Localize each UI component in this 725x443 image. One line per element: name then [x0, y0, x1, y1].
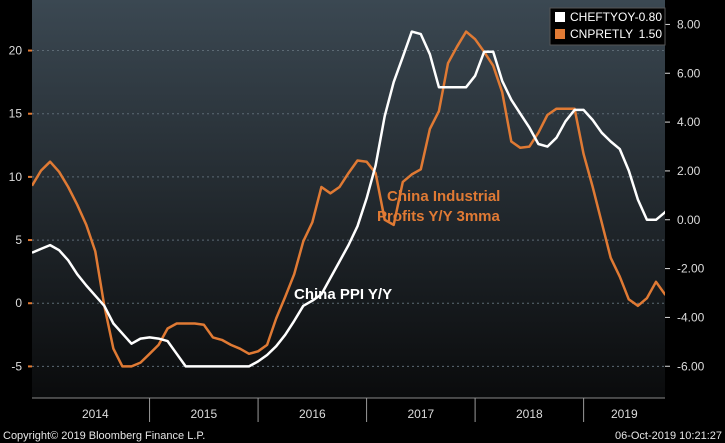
- right-tick-label: 4.00: [677, 115, 701, 129]
- left-tick-label: 15: [9, 107, 23, 121]
- left-tick-label: 5: [15, 233, 22, 247]
- left-axis-ticks: -5 0 5 10 15 20: [9, 44, 32, 373]
- right-tick-label: -2.00: [677, 262, 705, 276]
- x-year-label: 2015: [190, 407, 217, 421]
- x-year-label: 2019: [611, 407, 638, 421]
- grid: [32, 50, 665, 367]
- annotation-industrial-profits-line1: China Industrial: [387, 188, 500, 205]
- right-tick-label: 6.00: [677, 66, 701, 80]
- right-tick-label: -6.00: [677, 359, 705, 373]
- legend: CHEFTYOY -0.80 CNPRETLY 1.50: [549, 7, 666, 46]
- series-line-cheftyoy: [32, 30, 665, 368]
- x-axis-labels: 2014 2015 2016 2017 2018 2019: [82, 407, 638, 421]
- right-axis-ticks: 8.00 6.00 4.00 2.00 0.00 -2.00 -4.00 -6.00: [665, 17, 705, 373]
- x-year-label: 2016: [299, 407, 326, 421]
- right-tick-label: 8.00: [677, 17, 701, 31]
- series-line-cnpretly: [32, 30, 665, 368]
- annotation-industrial-profits-line2: Profits Y/Y 3mma: [377, 208, 500, 225]
- legend-swatch-cnpretly: [555, 29, 565, 39]
- legend-box: [549, 7, 666, 46]
- x-year-label: 2014: [82, 407, 109, 421]
- left-tick-label: 0: [15, 296, 22, 310]
- right-tick-label: 2.00: [677, 164, 701, 178]
- right-tick-label: 0.00: [677, 213, 701, 227]
- annotation-china-ppi: China PPI Y/Y: [294, 286, 392, 303]
- right-tick-label: -4.00: [677, 310, 705, 324]
- left-tick-label: 10: [9, 170, 23, 184]
- left-tick-label: 20: [9, 44, 23, 58]
- legend-swatch-cheftyoy: [555, 12, 565, 22]
- copyright-text: Copyright© 2019 Bloomberg Finance L.P.: [3, 430, 205, 442]
- x-year-label: 2017: [407, 407, 434, 421]
- timestamp-text: 06-Oct-2019 10:21:27: [615, 430, 722, 442]
- legend-label-cheftyoy: CHEFTYOY: [570, 10, 635, 24]
- left-tick-label: -5: [11, 359, 22, 373]
- legend-value-cheftyoy: -0.80: [635, 10, 663, 24]
- x-year-label: 2018: [516, 407, 543, 421]
- legend-label-cnpretly: CNPRETLY: [570, 27, 633, 41]
- plot-background: [32, 0, 665, 398]
- year-separators: [32, 397, 665, 422]
- legend-value-cnpretly: 1.50: [639, 27, 663, 41]
